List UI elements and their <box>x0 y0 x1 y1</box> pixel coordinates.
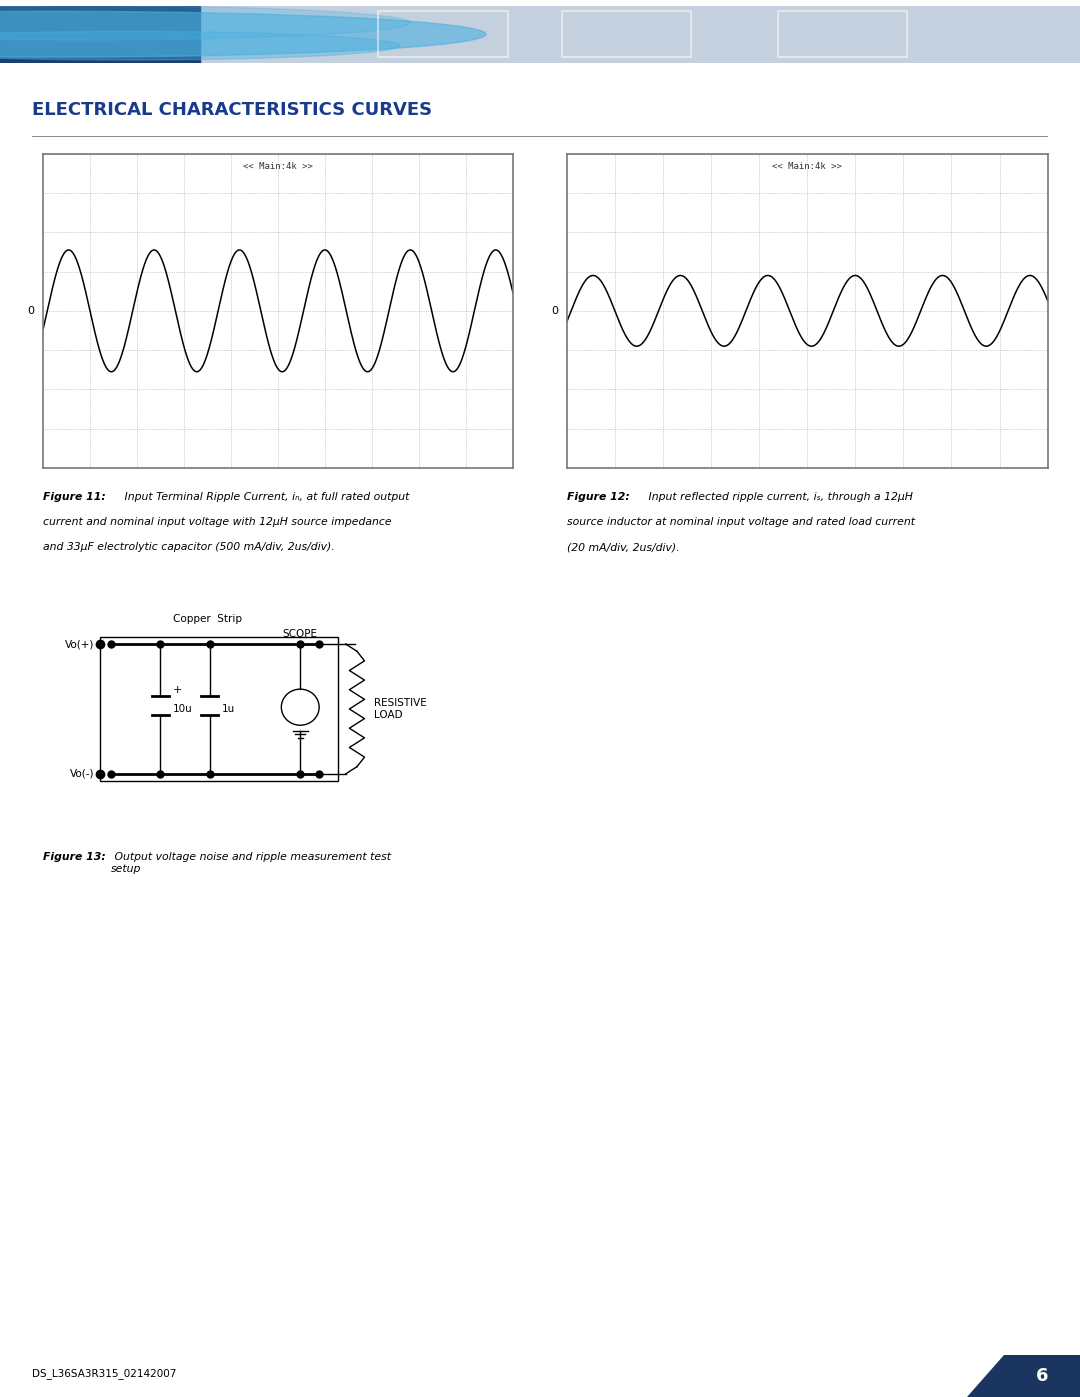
Circle shape <box>0 11 486 57</box>
Circle shape <box>0 6 410 41</box>
Text: 0: 0 <box>28 306 35 316</box>
Text: 1u: 1u <box>221 704 235 714</box>
Text: source inductor at nominal input voltage and rated load current: source inductor at nominal input voltage… <box>567 517 915 527</box>
Text: SCOPE: SCOPE <box>283 629 318 638</box>
Text: ELECTRICAL CHARACTERISTICS CURVES: ELECTRICAL CHARACTERISTICS CURVES <box>32 101 432 119</box>
Text: 6: 6 <box>1036 1368 1049 1384</box>
Text: << Main:4k >>: << Main:4k >> <box>243 162 313 170</box>
Circle shape <box>0 31 400 60</box>
Text: Figure 11:: Figure 11: <box>43 492 106 502</box>
Text: Input reflected ripple current, iₛ, through a 12μH: Input reflected ripple current, iₛ, thro… <box>645 492 913 502</box>
Bar <box>778 11 907 57</box>
Text: Output voltage noise and ripple measurement test
setup: Output voltage noise and ripple measurem… <box>111 852 391 873</box>
Text: << Main:4k >>: << Main:4k >> <box>772 162 842 170</box>
Text: 10u: 10u <box>173 704 192 714</box>
Text: RESISTIVE
LOAD: RESISTIVE LOAD <box>374 698 427 719</box>
Bar <box>378 11 508 57</box>
Text: +: + <box>173 685 183 696</box>
Bar <box>100 637 338 781</box>
Text: Vo(+): Vo(+) <box>65 638 94 650</box>
Text: Input Terminal Ripple Current, iₙ, at full rated output: Input Terminal Ripple Current, iₙ, at fu… <box>121 492 409 502</box>
Bar <box>562 11 691 57</box>
Text: and 33μF electrolytic capacitor (500 mA/div, 2us/div).: and 33μF electrolytic capacitor (500 mA/… <box>43 542 335 552</box>
Bar <box>0 6 200 63</box>
Text: Vo(-): Vo(-) <box>70 768 94 780</box>
Text: DS_L36SA3R315_02142007: DS_L36SA3R315_02142007 <box>32 1369 177 1379</box>
Text: 0: 0 <box>552 306 558 316</box>
Text: Figure 12:: Figure 12: <box>567 492 630 502</box>
Polygon shape <box>967 1355 1080 1397</box>
Text: Figure 13:: Figure 13: <box>43 852 106 862</box>
Text: (20 mA/div, 2us/div).: (20 mA/div, 2us/div). <box>567 542 679 552</box>
Text: current and nominal input voltage with 12μH source impedance: current and nominal input voltage with 1… <box>43 517 392 527</box>
Text: Copper  Strip: Copper Strip <box>173 615 242 624</box>
